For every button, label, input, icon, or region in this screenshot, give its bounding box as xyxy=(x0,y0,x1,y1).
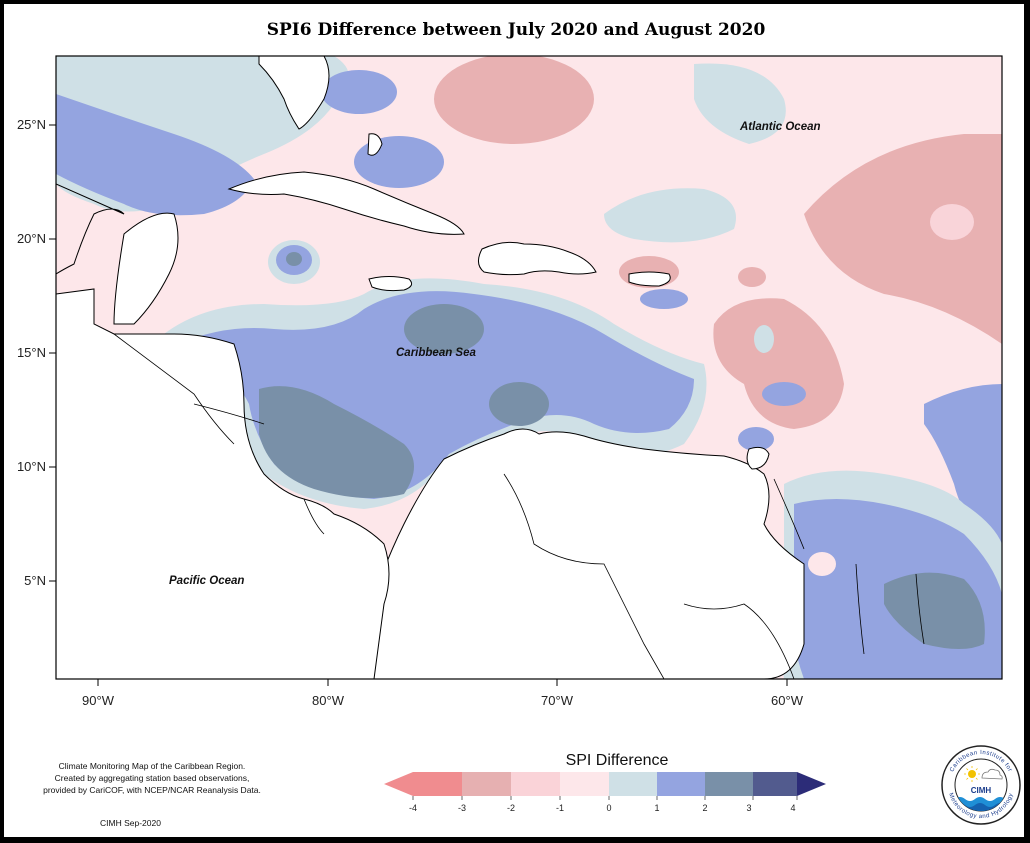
map-page: 25°N 20°N 15°N 10°N 5°N 90°W 80°W 70°W 6… xyxy=(4,4,1024,837)
spi-zone-honduras-very-wet xyxy=(259,386,414,498)
land-central-america xyxy=(56,288,390,679)
spi-zone-suriname-very-wet xyxy=(884,572,985,649)
map-title: SPI6 Difference between July 2020 and Au… xyxy=(266,20,766,40)
spi-zone-guyana-dry xyxy=(808,552,836,576)
legend-colorbar: -4 -3 -2 -1 0 1 2 3 4 xyxy=(384,772,826,813)
spi-zone-bahamas-wet xyxy=(354,136,444,188)
land-bahamas xyxy=(367,133,383,156)
legend-tick: -2 xyxy=(507,803,515,813)
cimh-logo: Caribbean Institute for Meteorology and … xyxy=(941,745,1021,825)
spi-zone-trinidad-wet xyxy=(738,427,774,451)
credits-block: Climate Monitoring Map of the Caribbean … xyxy=(34,760,270,796)
lon-tick-marks xyxy=(97,679,788,686)
legend-arrow-high xyxy=(797,772,826,796)
land-jamaica xyxy=(368,276,413,292)
legend-arrow-low xyxy=(384,772,413,796)
lon-label-60: 60°W xyxy=(771,693,804,708)
credits-signature: CIMH Sep-2020 xyxy=(100,818,161,828)
border-guiana-coast xyxy=(773,478,805,550)
spi-zone-antilles-dry-2 xyxy=(738,267,766,287)
land-florida xyxy=(258,56,330,130)
legend-tick: 0 xyxy=(606,803,611,813)
border-brazil xyxy=(683,603,795,679)
spi-zone-jamaica-very-wet xyxy=(286,252,302,266)
land-trinidad xyxy=(746,446,770,470)
border-guyana-suriname xyxy=(855,563,865,655)
legend-tick: -3 xyxy=(458,803,466,813)
legend-swatch xyxy=(657,772,705,796)
lat-label-15: 15°N xyxy=(17,345,46,360)
lat-label-25: 25°N xyxy=(17,117,46,132)
legend-tick: -4 xyxy=(409,803,417,813)
lat-label-20: 20°N xyxy=(17,231,46,246)
label-caribbean-sea: Caribbean Sea xyxy=(396,347,476,359)
land-hispaniola xyxy=(478,241,597,276)
legend-tick: -1 xyxy=(556,803,564,813)
sun-icon xyxy=(968,770,976,778)
border-venezuela xyxy=(503,473,665,679)
legend-swatch xyxy=(705,772,753,796)
lon-label-80: 80°W xyxy=(312,693,345,708)
country-borders xyxy=(113,333,925,679)
credits-line-3: provided by CariCOF, with NCEP/NCAR Rean… xyxy=(43,785,261,795)
lat-label-5: 5°N xyxy=(24,573,46,588)
spi-zone-north-dry xyxy=(434,56,594,144)
spi-zone-caribbean-very-wet xyxy=(404,304,484,354)
map-figure: 25°N 20°N 15°N 10°N 5°N 90°W 80°W 70°W 6… xyxy=(17,55,1003,813)
spi-zone-stvincent-wet xyxy=(762,382,806,406)
border-costa-rica xyxy=(303,498,325,535)
spi-zone-gulf-wet xyxy=(56,94,254,216)
land-cuba xyxy=(227,171,465,235)
spi-zone-vi-wet xyxy=(640,289,688,309)
lon-label-90: 90°W xyxy=(82,693,115,708)
spi-zone-antilles-dry xyxy=(713,298,844,429)
spi-field xyxy=(56,56,1002,679)
lat-label-10: 10°N xyxy=(17,459,46,474)
spi-zone-atlantic-neutral xyxy=(694,63,786,144)
legend-swatch xyxy=(511,772,560,796)
legend-tick: 2 xyxy=(702,803,707,813)
spi-zone-colombia-very-wet xyxy=(489,382,549,426)
spi-zone-atlantic-neutral-2 xyxy=(604,188,736,243)
credits-line-2: Created by aggregating station based obs… xyxy=(54,773,250,783)
spi-zone-east-dry xyxy=(804,134,1002,344)
legend-tick: 3 xyxy=(746,803,751,813)
border-guatemala xyxy=(113,333,235,445)
lat-tick-labels: 25°N 20°N 15°N 10°N 5°N xyxy=(17,117,46,588)
spi-zone-martinique-neutral xyxy=(754,325,774,353)
legend-swatch xyxy=(462,772,511,796)
border-suriname-guiana xyxy=(915,573,925,645)
legend-title: SPI Difference xyxy=(565,752,669,769)
legend-tick: 4 xyxy=(790,803,795,813)
label-pacific-ocean: Pacific Ocean xyxy=(169,575,244,587)
credits-line-1: Climate Monitoring Map of the Caribbean … xyxy=(58,761,246,771)
land-puerto-rico xyxy=(628,271,671,287)
spi-zone-east-dry-core xyxy=(930,204,974,240)
cloud-icon xyxy=(981,768,1003,780)
legend-swatch xyxy=(609,772,657,796)
legend-swatch xyxy=(413,772,462,796)
logo-text: CIMH xyxy=(971,786,992,795)
land-masses xyxy=(56,56,805,679)
label-atlantic-ocean: Atlantic Ocean xyxy=(739,121,821,133)
legend-swatch xyxy=(560,772,609,796)
spi-zone-florida-wet xyxy=(321,70,397,114)
land-mexico-coast xyxy=(56,56,125,275)
legend-swatch xyxy=(753,772,797,796)
lon-label-70: 70°W xyxy=(541,693,574,708)
land-yucatan xyxy=(113,212,179,325)
legend-tick: 1 xyxy=(654,803,659,813)
border-honduras xyxy=(193,403,265,425)
lon-tick-labels: 90°W 80°W 70°W 60°W xyxy=(82,693,804,708)
lat-tick-marks xyxy=(49,124,56,582)
map-frame xyxy=(55,55,1003,680)
